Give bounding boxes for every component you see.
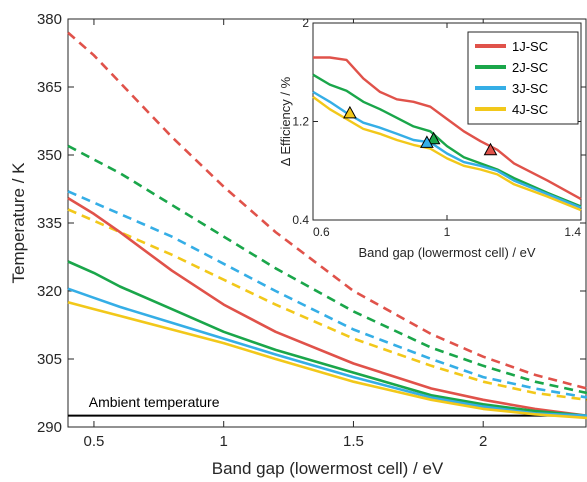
series-line-4j-sc-dashed [67, 208, 587, 402]
x-tick-label: 1 [220, 433, 228, 450]
series-line-3j-sc [67, 287, 587, 417]
y-tick-label: 290 [37, 419, 62, 436]
inset-series-line-2j-sc [312, 73, 582, 208]
inset-marker-4j-sc [343, 105, 357, 119]
series-line-4j-sc [67, 301, 587, 420]
y-tick-label: 305 [37, 351, 62, 368]
legend-label-4j-sc: 4J-SC [512, 102, 548, 117]
y-axis-label: Temperature / K [9, 162, 28, 284]
inset-x-tick-label: 1.4 [564, 225, 581, 239]
inset-series-line-1j-sc [313, 56, 582, 201]
inset-plot: 0.4 1.2 2 0.6 1 1.4 Band gap (lowermost cell) … [278, 16, 582, 260]
x-axis-label: Band gap (lowermost cell) / eV [212, 459, 444, 478]
inset-x-tick-label: 0.6 [313, 225, 330, 239]
ambient-temperature-label: Ambient temperature [89, 394, 220, 410]
y-tick-label: 380 [37, 11, 62, 28]
y-tick-label: 320 [37, 283, 62, 300]
x-tick-label: 1.5 [343, 433, 364, 450]
series-line-2j-sc [67, 260, 587, 417]
y-tick-label: 335 [37, 215, 62, 232]
legend-label-3j-sc: 3J-SC [512, 81, 548, 96]
inset-series-line-4j-sc [312, 95, 582, 212]
inset-y-tick-label: 1.2 [292, 115, 309, 129]
inset-y-tick-label: 2 [302, 16, 309, 30]
y-tick-label: 365 [37, 79, 62, 96]
series-line-1j-sc [67, 196, 587, 417]
inset-x-tick-label: 1 [444, 225, 451, 239]
legend-label-1j-sc: 1J-SC [512, 39, 548, 54]
series-line-3j-sc-dashed [67, 190, 587, 399]
x-tick-label: 0.5 [84, 433, 105, 450]
series-line-2j-sc-dashed [67, 144, 587, 395]
inset-legend: 1J-SC 2J-SC 3J-SC 4J-SC [467, 31, 579, 125]
x-tick-label: 2 [479, 433, 487, 450]
inset-marker-3j-sc [420, 135, 434, 148]
inset-marker-1j-sc [483, 142, 498, 156]
inset-x-axis-label: Band gap (lowermost cell) / eV [358, 245, 535, 260]
inset-y-axis-label: Δ Efficiency / % [278, 76, 293, 166]
inset-marker-2j-sc [426, 131, 441, 145]
legend-label-2j-sc: 2J-SC [512, 60, 548, 75]
y-tick-label: 350 [37, 147, 62, 164]
series-line-1j-sc-dashed [67, 31, 587, 390]
inset-y-tick-label: 0.4 [292, 213, 309, 227]
